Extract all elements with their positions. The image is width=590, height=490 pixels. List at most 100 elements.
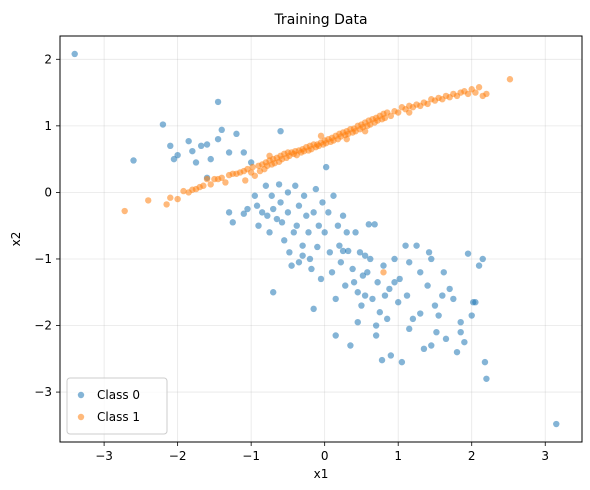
data-point-class-0 (369, 295, 376, 303)
data-point-class-0 (295, 202, 303, 209)
data-point-class-1 (145, 197, 152, 204)
data-point-class-1 (406, 109, 413, 116)
x-tick-label: −3 (95, 449, 113, 463)
data-point-class-1 (207, 181, 214, 188)
data-point-class-0 (71, 50, 78, 58)
data-point-class-0 (255, 222, 262, 229)
data-point-class-1 (343, 135, 350, 143)
data-point-class-0 (425, 249, 433, 256)
data-point-class-0 (334, 222, 342, 229)
data-point-class-0 (268, 192, 275, 199)
data-point-class-0 (266, 229, 273, 236)
data-point-class-0 (253, 202, 261, 209)
data-point-class-0 (288, 262, 295, 269)
data-point-class-1 (218, 174, 225, 181)
data-point-class-0 (321, 229, 328, 236)
data-point-class-0 (364, 269, 371, 276)
data-point-class-1 (203, 175, 211, 183)
data-point-class-0 (358, 302, 365, 309)
data-point-class-0 (299, 252, 306, 259)
data-point-class-0 (305, 229, 312, 236)
data-point-class-0 (439, 292, 446, 299)
x-tick-label: −2 (169, 449, 187, 463)
data-point-class-0 (197, 142, 205, 150)
data-point-class-0 (450, 295, 457, 303)
data-point-class-0 (322, 163, 330, 171)
legend-label-class-1: Class 1 (97, 410, 140, 424)
data-point-class-0 (299, 242, 306, 249)
data-point-class-0 (174, 151, 181, 159)
data-point-class-0 (387, 352, 395, 359)
legend-label-class-0: Class 0 (97, 388, 140, 402)
data-point-class-0 (483, 375, 490, 382)
data-point-class-0 (218, 126, 225, 134)
data-point-class-0 (244, 205, 251, 213)
legend-box (66, 377, 168, 435)
data-point-class-0 (319, 199, 326, 206)
y-tick-label: 2 (44, 52, 52, 66)
chart-title: Training Data (273, 12, 367, 28)
data-point-class-0 (214, 98, 222, 106)
y-tick-label: 1 (44, 119, 52, 133)
data-point-class-0 (376, 309, 384, 316)
grid-lines (60, 36, 582, 442)
data-point-class-0 (396, 275, 403, 283)
data-point-class-0 (553, 420, 560, 428)
data-point-class-0 (417, 310, 424, 317)
data-point-class-0 (453, 348, 461, 356)
data-point-class-0 (349, 265, 356, 273)
data-point-class-0 (406, 259, 413, 266)
data-point-class-0 (284, 189, 292, 196)
data-point-class-0 (374, 279, 381, 286)
data-point-class-0 (317, 275, 325, 283)
data-point-class-1 (472, 89, 479, 96)
plot-frame (59, 35, 583, 443)
data-point-class-0 (167, 142, 174, 150)
data-point-class-0 (233, 130, 240, 138)
data-point-class-0 (354, 318, 361, 326)
data-point-class-1 (424, 100, 431, 108)
data-point-class-0 (424, 282, 431, 289)
data-point-class-0 (403, 292, 411, 299)
x-tick-label: 2 (468, 449, 476, 463)
data-point-class-0 (203, 141, 211, 148)
data-point-class-0 (312, 185, 320, 193)
data-point-class-0 (303, 212, 310, 219)
data-point-class-0 (258, 209, 266, 216)
data-point-class-1 (394, 109, 402, 116)
data-point-class-0 (284, 209, 292, 216)
data-point-class-0 (417, 269, 424, 276)
data-point-class-0 (372, 322, 380, 329)
data-point-class-0 (336, 242, 343, 249)
data-point-class-1 (174, 195, 181, 203)
data-point-class-0 (354, 289, 361, 296)
data-point-class-1 (464, 90, 472, 98)
x-tick-label: 3 (541, 449, 549, 463)
data-point-class-0 (229, 219, 236, 226)
data-point-class-0 (225, 149, 233, 156)
data-point-class-0 (435, 312, 442, 319)
data-point-class-0 (270, 289, 277, 296)
data-point-class-0 (359, 272, 367, 279)
data-point-class-1 (251, 172, 259, 179)
data-point-class-0 (343, 229, 350, 236)
data-point-class-0 (277, 127, 284, 135)
data-point-class-0 (420, 345, 428, 353)
data-point-class-0 (350, 279, 358, 286)
data-point-class-0 (325, 209, 332, 216)
data-point-class-0 (457, 328, 464, 336)
data-point-class-0 (189, 147, 196, 155)
data-point-class-1 (381, 114, 389, 122)
data-point-class-0 (306, 255, 314, 263)
data-point-class-0 (281, 237, 288, 244)
y-tick-label: 0 (44, 185, 52, 199)
data-point-class-0 (293, 222, 300, 229)
y-tick-label: −1 (34, 252, 52, 266)
data-point-class-0 (332, 332, 339, 339)
data-point-class-1 (222, 179, 229, 186)
data-point-class-0 (381, 292, 389, 299)
data-point-class-0 (262, 182, 270, 189)
data-point-class-1 (266, 152, 273, 160)
data-point-class-0 (251, 192, 259, 199)
